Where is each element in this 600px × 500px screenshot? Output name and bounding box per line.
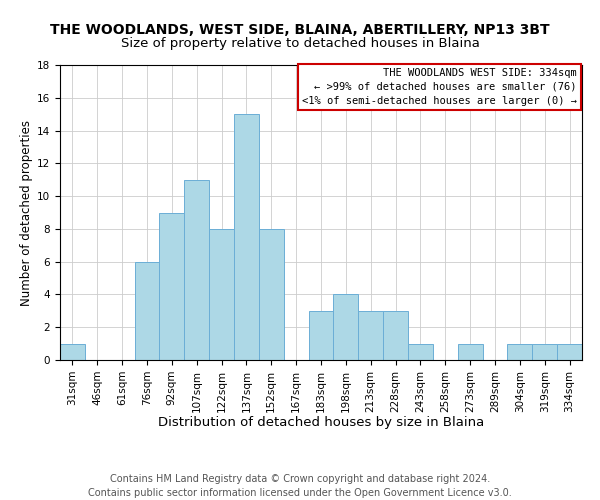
X-axis label: Distribution of detached houses by size in Blaina: Distribution of detached houses by size … [158,416,484,429]
Bar [532,344,557,360]
Bar [184,180,209,360]
Y-axis label: Number of detached properties: Number of detached properties [20,120,33,306]
Bar [557,344,582,360]
Bar [60,344,85,360]
Bar [160,212,184,360]
Bar [458,344,482,360]
Bar [209,229,234,360]
Bar [308,311,334,360]
Text: Contains HM Land Registry data © Crown copyright and database right 2024.
Contai: Contains HM Land Registry data © Crown c… [88,474,512,498]
Text: THE WOODLANDS WEST SIDE: 334sqm
← >99% of detached houses are smaller (76)
<1% o: THE WOODLANDS WEST SIDE: 334sqm ← >99% o… [302,68,577,106]
Text: THE WOODLANDS, WEST SIDE, BLAINA, ABERTILLERY, NP13 3BT: THE WOODLANDS, WEST SIDE, BLAINA, ABERTI… [50,22,550,36]
Bar [408,344,433,360]
Bar [234,114,259,360]
Bar [259,229,284,360]
Bar [358,311,383,360]
Bar [383,311,408,360]
Bar [508,344,532,360]
Text: Size of property relative to detached houses in Blaina: Size of property relative to detached ho… [121,38,479,51]
Bar [334,294,358,360]
Bar [134,262,160,360]
